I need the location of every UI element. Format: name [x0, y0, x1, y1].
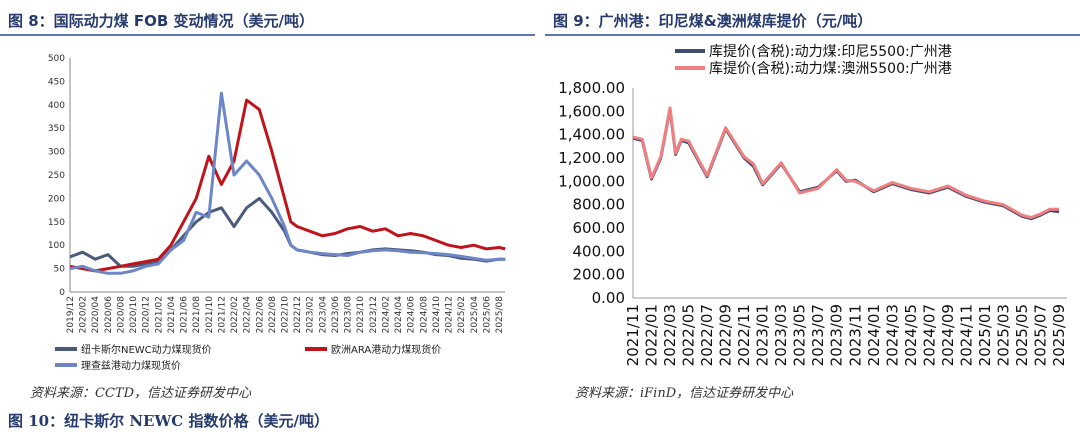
x-tick-label: 2021/06 — [180, 296, 190, 334]
x-tick-label: 2019/12 — [66, 296, 76, 333]
right-title-bar: 图 9：广州港：印尼煤&澳洲煤库提价（元/吨） — [545, 8, 1080, 36]
series-line-2 — [69, 98, 506, 273]
x-tick-label: 2023/04 — [318, 296, 328, 334]
x-tick-label: 2020/04 — [91, 296, 101, 334]
y-tick-label: 250 — [48, 171, 65, 181]
x-tick-label: 2024/10 — [432, 296, 442, 334]
legend-label-2: 库提价(含税):动力煤:澳洲5500:广州港 — [709, 61, 952, 77]
left-source-note: 资料来源：CCTD，信达证券研发中心 — [30, 386, 251, 401]
x-tick-label: 2023/02 — [306, 296, 316, 333]
x-tick-label: 2025/01 — [976, 304, 994, 366]
x-tick-label: 2024/11 — [957, 304, 975, 366]
y-tick-label: 1,000.00 — [558, 172, 625, 190]
y-tick-label: 400 — [48, 101, 65, 111]
x-tick-label: 2023/06 — [331, 296, 341, 334]
guangzhou-port-price-line-chart: 0.00 200.00 400.00 600.00 800.00 1,000.00 1,20… — [558, 44, 1068, 366]
x-tick-label: 2023/05 — [791, 304, 809, 366]
x-tick-label: 2022/02 — [230, 296, 240, 333]
x-tick-label: 2025/06 — [482, 296, 492, 334]
left-chart-panel: 图 8：国际动力煤 FOB 变动情况（美元/吨） 0 50 100 150 200 250… — [0, 0, 535, 408]
x-tick-label: 2025/09 — [1050, 304, 1068, 366]
x-tick-label: 2023/11 — [846, 304, 864, 366]
x-tick-label: 2025/08 — [495, 296, 505, 334]
y-tick-label: 500 — [48, 54, 65, 64]
right-chart-panel: 图 9：广州港：印尼煤&澳洲煤库提价（元/吨） 0.00 200.00 400.00… — [545, 0, 1080, 408]
x-tick-label: 2025/05 — [1013, 304, 1031, 366]
x-tick-label: 2024/09 — [939, 304, 957, 366]
x-tick-label: 2021/11 — [624, 304, 642, 366]
x-tick-label: 2022/01 — [643, 304, 661, 366]
x-tick-label: 2020/02 — [79, 296, 89, 333]
x-tick-label: 2023/01 — [754, 304, 772, 366]
y-tick-label: 0.00 — [592, 289, 625, 307]
x-tick-label: 2022/10 — [281, 296, 291, 334]
x-tick-label: 2021/08 — [192, 296, 202, 334]
left-figure-title: 图 8：国际动力煤 FOB 变动情况（美元/吨） — [8, 12, 315, 30]
x-tick-label: 2024/06 — [407, 296, 417, 334]
left-title-bar: 图 8：国际动力煤 FOB 变动情况（美元/吨） — [0, 8, 535, 36]
x-tick-label: 2025/03 — [994, 304, 1012, 366]
x-tick-label: 2025/04 — [470, 296, 480, 334]
x-tick-label: 2021/10 — [205, 296, 215, 334]
y-tick-label: 800.00 — [573, 196, 626, 214]
x-tick-label: 2024/05 — [902, 304, 920, 366]
y-tick-label: 150 — [48, 218, 65, 228]
x-tick-label: 2022/03 — [661, 304, 679, 366]
x-tick-label: 2022/08 — [268, 296, 278, 334]
y-tick-label: 350 — [48, 124, 65, 134]
y-tick-label: 1,200.00 — [558, 149, 625, 167]
legend-label-3: 理查兹港动力煤现货价 — [81, 359, 181, 372]
x-tick-label: 2022/07 — [698, 304, 716, 366]
x-tick-label: 2024/02 — [381, 296, 391, 333]
x-tick-label: 2023/03 — [772, 304, 790, 366]
x-tick-label: 2022/04 — [243, 296, 253, 334]
y-tick-label: 1,400.00 — [558, 126, 625, 144]
y-tick-label: 1,800.00 — [558, 79, 625, 97]
x-tick-label: 2022/05 — [680, 304, 698, 366]
legend-label-2: 欧洲ARA港动力煤现货价 — [331, 343, 441, 356]
right-source-note: 资料来源：iFinD，信达证券研发中心 — [575, 386, 794, 401]
x-tick-label: 2020/08 — [116, 296, 126, 334]
x-tick-label: 2024/12 — [445, 296, 455, 333]
x-tick-label: 2023/09 — [828, 304, 846, 366]
y-tick-label: 100 — [48, 241, 65, 251]
series-line-3 — [69, 91, 506, 275]
x-tick-label: 2022/11 — [735, 304, 753, 366]
y-tick-label: 1,600.00 — [558, 102, 625, 120]
x-tick-label: 2023/08 — [344, 296, 354, 334]
x-tick-label: 2021/04 — [167, 296, 177, 334]
next-figure-title: 图 10：纽卡斯尔 NEWC 指数价格（美元/吨） — [8, 412, 329, 430]
y-tick-label: 200 — [48, 194, 65, 204]
x-tick-label: 2024/08 — [419, 296, 429, 334]
legend-label-1: 库提价(含税):动力煤:印尼5500:广州港 — [709, 44, 952, 60]
x-tick-label: 2021/12 — [217, 296, 227, 333]
y-tick-label: 400.00 — [573, 242, 626, 260]
x-tick-label: 2020/12 — [142, 296, 152, 333]
x-tick-label: 2022/06 — [255, 296, 265, 334]
x-tick-label: 2020/10 — [129, 296, 139, 334]
y-tick-label: 600.00 — [573, 219, 626, 237]
x-tick-label: 2024/03 — [883, 304, 901, 366]
right-figure-title: 图 9：广州港：印尼煤&澳洲煤库提价（元/吨） — [553, 12, 873, 30]
y-tick-label: 300 — [48, 148, 65, 158]
x-tick-label: 2020/06 — [104, 296, 114, 334]
x-tick-label: 2024/07 — [920, 304, 938, 366]
x-tick-label: 2021/02 — [154, 296, 164, 333]
x-tick-label: 2023/10 — [356, 296, 366, 334]
x-tick-label: 2024/01 — [865, 304, 883, 366]
x-tick-label: 2025/02 — [457, 296, 467, 333]
series-line-2 — [632, 106, 1059, 219]
x-tick-label: 2023/07 — [809, 304, 827, 366]
y-tick-label: 0 — [59, 288, 65, 298]
x-tick-label: 2023/12 — [369, 296, 379, 333]
x-tick-label: 2025/07 — [1031, 304, 1049, 366]
x-tick-label: 2022/12 — [293, 296, 303, 333]
y-tick-label: 200.00 — [573, 266, 626, 284]
legend-label-1: 纽卡斯尔NEWC动力煤现货价 — [81, 343, 212, 356]
y-tick-label: 450 — [48, 77, 65, 87]
x-tick-label: 2022/09 — [717, 304, 735, 366]
y-tick-label: 50 — [54, 265, 66, 275]
x-tick-label: 2024/04 — [394, 296, 404, 334]
